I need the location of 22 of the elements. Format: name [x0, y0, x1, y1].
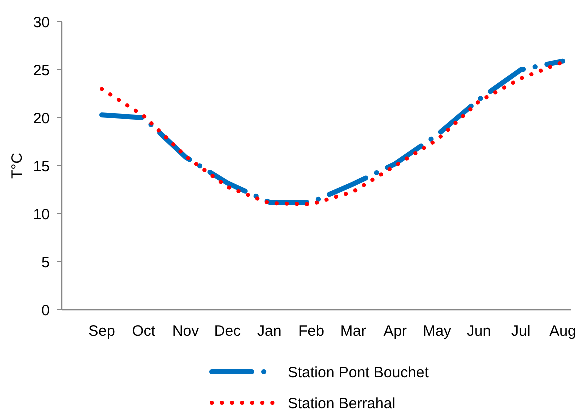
y-tick-label: 5: [42, 254, 50, 272]
legend-label: Station Berrahal: [288, 395, 396, 412]
y-tick-label: 15: [33, 158, 50, 176]
x-tick-label: Dec: [214, 323, 242, 340]
x-tick-label: Sep: [88, 323, 116, 340]
x-tick-label: May: [423, 323, 452, 340]
x-tick-label: Aug: [550, 323, 576, 340]
x-tick-label: Feb: [298, 323, 324, 340]
y-tick-label: 20: [33, 110, 50, 128]
legend-label: Station Pont Bouchet: [288, 364, 430, 382]
x-tick-label: Mar: [340, 323, 366, 340]
x-tick-label: Apr: [384, 323, 408, 340]
x-tick-label: Jul: [511, 323, 531, 340]
x-tick-label: Jun: [467, 323, 492, 340]
y-tick-label: 25: [33, 62, 50, 80]
y-axis-title: T°C: [9, 152, 26, 179]
y-tick-label: 0: [42, 302, 50, 320]
y-tick-label: 30: [33, 14, 50, 32]
y-tick-label: 10: [33, 206, 50, 224]
x-tick-label: Jan: [258, 323, 282, 340]
x-tick-label: Oct: [132, 323, 156, 340]
x-tick-label: Nov: [172, 323, 200, 340]
